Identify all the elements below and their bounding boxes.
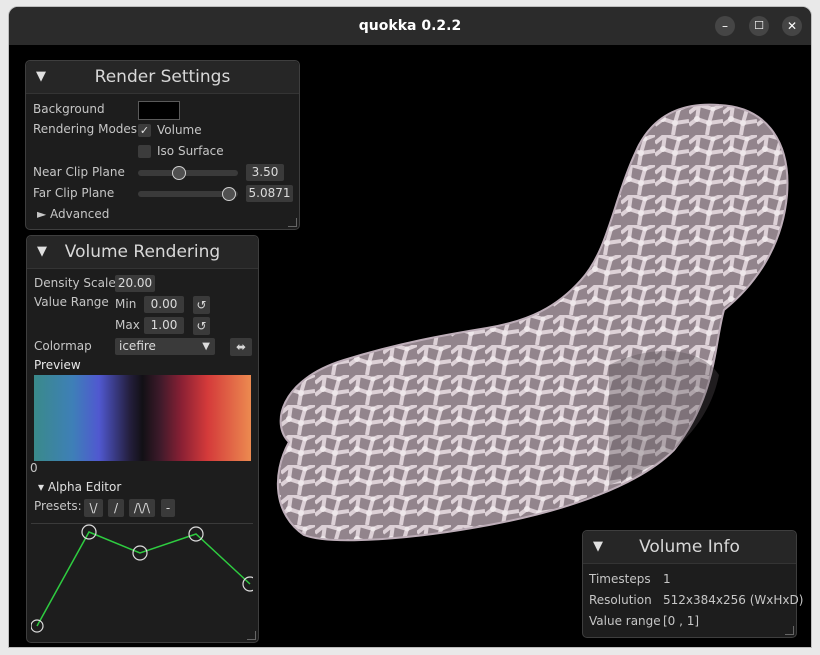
render-settings-panel: ▼ Render Settings Background Rendering M… — [25, 60, 300, 230]
min-value-input[interactable]: 0.00 — [144, 296, 184, 313]
resize-grip[interactable] — [288, 218, 297, 227]
volume-rendering-header[interactable]: ▼ Volume Rendering — [27, 236, 258, 269]
volume-rendering-panel: ▼ Volume Rendering Density Scale 20.00 V… — [26, 235, 259, 643]
colormap-label: Colormap — [34, 339, 92, 353]
collapse-icon[interactable]: ▼ — [593, 539, 603, 554]
resize-grip[interactable] — [785, 626, 794, 635]
far-clip-label: Far Clip Plane — [33, 186, 115, 200]
alpha-editor-toggle[interactable]: ▾ Alpha Editor — [38, 480, 122, 494]
colormap-dropdown[interactable]: icefire ▼ — [115, 338, 215, 355]
preview-label: Preview — [34, 358, 81, 372]
presets-label: Presets: — [34, 499, 82, 513]
preset-zigzag-button[interactable]: /\/\ — [129, 499, 155, 517]
near-clip-slider-handle[interactable] — [172, 166, 186, 180]
colormap-value: icefire — [119, 339, 156, 353]
far-clip-slider[interactable] — [138, 187, 238, 201]
collapse-icon[interactable]: ▼ — [36, 69, 46, 84]
preset-ramp-button[interactable]: / — [108, 499, 124, 517]
alpha-control-point[interactable] — [31, 619, 44, 633]
resolution-value: 512x384x256 (WxHxD) — [663, 593, 804, 607]
far-clip-slider-handle[interactable] — [222, 187, 236, 201]
volume-render-image — [276, 103, 789, 542]
alpha-curve-editor[interactable] — [31, 523, 253, 636]
density-scale-input[interactable]: 20.00 — [115, 275, 155, 292]
background-label: Background — [33, 102, 105, 116]
render-settings-header[interactable]: ▼ Render Settings — [26, 61, 299, 94]
far-clip-value[interactable]: 5.0871 — [246, 185, 293, 202]
timesteps-value: 1 — [663, 572, 671, 586]
volume-info-panel: ▼ Volume Info Timesteps 1 Resolution 512… — [582, 530, 803, 638]
alpha-control-point[interactable] — [81, 524, 97, 540]
window-title: quokka 0.2.2 — [358, 18, 462, 34]
density-scale-label: Density Scale — [34, 276, 116, 290]
preset-flat-button[interactable]: - — [161, 499, 175, 517]
render-viewport[interactable] — [9, 45, 811, 647]
advanced-toggle[interactable]: ► Advanced — [37, 207, 110, 221]
iso-surface-label: Iso Surface — [157, 144, 224, 158]
minimize-button[interactable]: – — [715, 16, 735, 36]
preset-v-button[interactable]: \/ — [84, 499, 103, 517]
close-button[interactable]: ✕ — [782, 16, 802, 36]
colormap-preview[interactable] — [34, 375, 251, 461]
preview-zero-label: 0 — [30, 461, 38, 475]
value-range-label: Value range — [589, 614, 661, 628]
resolution-label: Resolution — [589, 593, 652, 607]
alpha-control-point[interactable] — [188, 526, 204, 542]
panel-title: Volume Rendering — [64, 242, 221, 262]
maximize-button[interactable]: ☐ — [749, 16, 769, 36]
min-label: Min — [115, 297, 137, 311]
alpha-control-point[interactable] — [132, 545, 148, 561]
max-label: Max — [115, 318, 140, 332]
resize-grip[interactable] — [247, 631, 256, 640]
near-clip-slider[interactable] — [138, 166, 238, 180]
swap-colormap-button[interactable]: ⬌ — [230, 338, 252, 356]
iso-surface-checkbox[interactable] — [138, 145, 151, 158]
chevron-down-icon: ▼ — [202, 341, 210, 352]
rendering-modes-label: Rendering Modes — [33, 122, 138, 136]
background-color-swatch[interactable] — [138, 101, 180, 120]
volume-info-header[interactable]: ▼ Volume Info — [583, 531, 796, 564]
volume-label: Volume — [157, 123, 202, 137]
near-clip-label: Near Clip Plane — [33, 165, 125, 179]
alpha-control-point[interactable] — [242, 576, 253, 592]
panel-title: Render Settings — [94, 67, 231, 87]
near-clip-value[interactable]: 3.50 — [246, 164, 284, 181]
volume-checkbox[interactable]: ✓ — [138, 124, 151, 137]
timesteps-label: Timesteps — [589, 572, 651, 586]
collapse-icon[interactable]: ▼ — [37, 244, 47, 259]
app-window: quokka 0.2.2 – ☐ ✕ ▼ Render Settings — [9, 7, 811, 647]
reset-max-button[interactable]: ↺ — [193, 317, 210, 335]
title-bar[interactable]: quokka 0.2.2 – ☐ ✕ — [9, 7, 811, 45]
max-value-input[interactable]: 1.00 — [144, 317, 184, 334]
reset-min-button[interactable]: ↺ — [193, 296, 210, 314]
value-range-label: Value Range — [34, 295, 109, 309]
value-range-value: [0 , 1] — [663, 614, 700, 628]
volume-object — [276, 103, 789, 542]
panel-title: Volume Info — [639, 537, 740, 557]
